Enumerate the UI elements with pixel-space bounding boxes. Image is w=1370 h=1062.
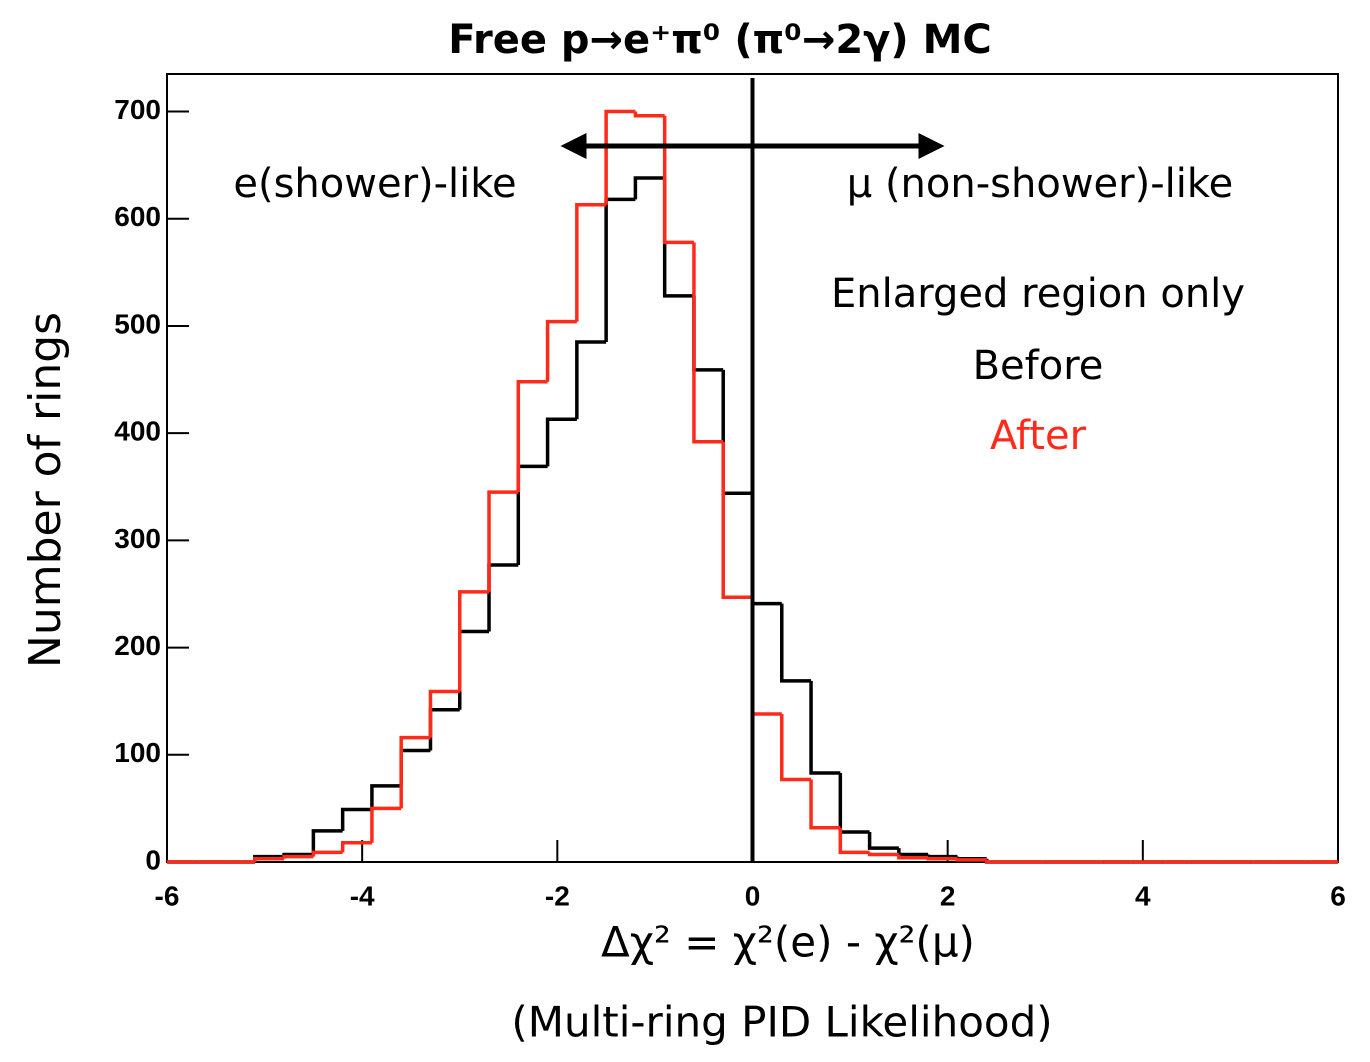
x-tick-label: 2 — [940, 880, 956, 911]
histogram-bin — [926, 857, 958, 861]
y-tick-label: 600 — [114, 201, 161, 232]
annotation: Enlarged region only — [831, 271, 1245, 317]
arrow-head — [560, 133, 587, 159]
y-tick-label: 200 — [114, 630, 161, 661]
x-tick-label: -2 — [545, 880, 570, 911]
histogram-bin — [487, 490, 519, 592]
histogram-bin — [721, 441, 753, 599]
histogram-bin — [253, 857, 285, 862]
x-tick-label: -4 — [350, 880, 375, 911]
histogram-bin — [955, 858, 987, 862]
histogram-bin — [370, 806, 402, 843]
histogram-bin — [780, 603, 812, 683]
y-tick-label: 700 — [114, 94, 161, 125]
histogram-bin — [809, 779, 841, 830]
annotation: μ (non-shower)-like — [847, 161, 1233, 207]
histogram-bin — [662, 177, 694, 298]
histogram-bin — [780, 714, 812, 782]
histogram-bin — [370, 784, 402, 810]
y-tick-label: 100 — [114, 737, 161, 768]
histogram-bin — [311, 829, 343, 855]
histogram-bin — [458, 590, 490, 692]
arrow-head — [918, 133, 945, 159]
x-tick-label: -6 — [155, 880, 180, 911]
histogram-bin — [838, 773, 870, 834]
histogram-bin — [575, 340, 607, 420]
histogram-bin — [633, 111, 665, 118]
histogram-bin — [604, 109, 636, 205]
histogram-bin — [282, 854, 314, 859]
histogram-bin — [662, 115, 694, 245]
histogram-bin — [399, 748, 431, 786]
histogram-bin — [633, 176, 665, 200]
x-tick-label: 0 — [745, 880, 761, 911]
histogram-bin — [340, 807, 372, 831]
y-tick-label: 500 — [114, 308, 161, 339]
y-tick-label: 400 — [114, 416, 161, 447]
histogram-bin — [867, 831, 899, 850]
histogram-bin — [984, 859, 1016, 864]
legend-entry: After — [990, 413, 1087, 459]
histogram-bin — [458, 629, 490, 710]
histogram-bin — [604, 197, 636, 343]
histogram-bin — [428, 689, 460, 738]
histogram-bin — [516, 464, 548, 566]
histogram-bin — [721, 369, 753, 495]
histogram-bin — [516, 379, 548, 493]
histogram-bin — [838, 827, 870, 855]
x-tick-label: 4 — [1135, 880, 1151, 911]
histogram-bin — [545, 417, 577, 467]
y-tick-label: 300 — [114, 523, 161, 554]
histogram-bin — [575, 203, 607, 322]
histogram-bin — [487, 563, 519, 632]
histogram-bin — [750, 493, 782, 606]
chart-title: Free p→e⁺π⁰ (π⁰→2γ) MC — [448, 17, 992, 63]
histogram-bin — [809, 680, 841, 775]
x-tick-label: 6 — [1330, 880, 1346, 911]
y-tick-label: 0 — [145, 844, 161, 875]
legend-entry: Before — [973, 343, 1104, 389]
y-axis-label: Number of rings — [20, 312, 71, 668]
histogram-bin — [545, 319, 577, 382]
histogram-bin — [399, 735, 431, 809]
histogram-bin — [897, 848, 929, 857]
histogram-bin — [692, 295, 724, 372]
histogram-bin — [926, 854, 958, 859]
x-axis-sublabel: (Multi-ring PID Likelihood) — [511, 998, 1052, 1047]
histogram-bin — [428, 708, 460, 751]
histogram-bin — [750, 597, 782, 716]
histogram-bin — [311, 850, 343, 857]
x-axis-label: Δχ² = χ²(e) - χ²(μ) — [601, 918, 975, 967]
histogram-bin — [897, 854, 929, 860]
annotation: e(shower)-like — [233, 161, 516, 207]
histogram-bin — [340, 840, 372, 853]
histogram-bin — [867, 852, 899, 857]
histogram-bin — [692, 242, 724, 444]
